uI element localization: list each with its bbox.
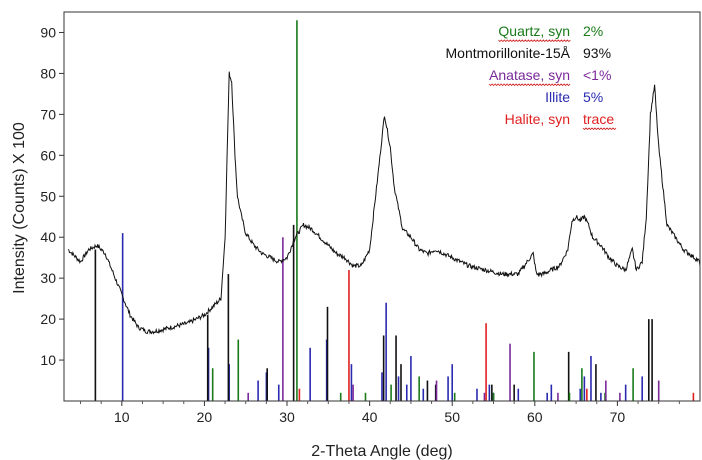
plot-frame (63, 11, 701, 402)
legend-entry-montmorillonite: Montmorillonite-15Å 93% (446, 45, 612, 61)
reference-lines (94, 20, 695, 401)
x-axis-ticks: 10 20 30 40 50 60 70 (80, 401, 680, 425)
x-tick-label: 40 (362, 409, 378, 425)
y-tick-label: 80 (40, 65, 56, 81)
spellcheck-underline (498, 39, 571, 43)
x-axis-title: 2-Theta Angle (deg) (311, 443, 452, 460)
legend-amount-anatase: <1% (583, 67, 611, 83)
y-axis-ticks: 10 20 30 40 50 60 70 80 90 (40, 24, 64, 368)
legend-entry-anatase: Anatase, syn <1% (489, 67, 611, 83)
legend-amount-halite: trace (583, 111, 614, 127)
y-tick-label: 10 (40, 352, 56, 368)
y-tick-label: 20 (40, 311, 56, 327)
spellcheck-underline (488, 83, 571, 87)
y-tick-label: 40 (40, 229, 56, 245)
plot-area (67, 20, 701, 401)
legend-underlines (488, 39, 617, 131)
legend: Quartz, syn 2% Montmorillonite-15Å 93% A… (446, 23, 615, 127)
x-tick-label: 10 (114, 409, 130, 425)
legend-entry-illite: Illite 5% (545, 89, 603, 105)
legend-name-anatase: Anatase, syn (489, 67, 570, 83)
y-tick-label: 70 (40, 106, 56, 122)
x-tick-label: 60 (527, 409, 543, 425)
diffraction-pattern-line (67, 71, 701, 335)
y-tick-label: 50 (40, 188, 56, 204)
legend-name-illite: Illite (545, 89, 570, 105)
legend-name-halite: Halite, syn (505, 111, 570, 127)
legend-entry-halite: Halite, syn trace (505, 111, 615, 127)
legend-entry-quartz: Quartz, syn 2% (498, 23, 603, 39)
spellcheck-underline (582, 127, 617, 131)
x-tick-label: 20 (197, 409, 213, 425)
x-tick-label: 70 (610, 409, 626, 425)
legend-name-quartz: Quartz, syn (498, 23, 570, 39)
y-tick-label: 30 (40, 270, 56, 286)
legend-name-montmorillonite: Montmorillonite-15Å (446, 45, 571, 61)
y-axis-title: Intensity (Counts) X 100 (11, 122, 28, 294)
x-tick-label: 50 (444, 409, 460, 425)
legend-amount-quartz: 2% (583, 23, 603, 39)
y-tick-label: 90 (40, 24, 56, 40)
legend-amount-montmorillonite: 93% (583, 45, 611, 61)
y-tick-label: 60 (40, 147, 56, 163)
legend-amount-illite: 5% (583, 89, 603, 105)
x-tick-label: 30 (279, 409, 295, 425)
